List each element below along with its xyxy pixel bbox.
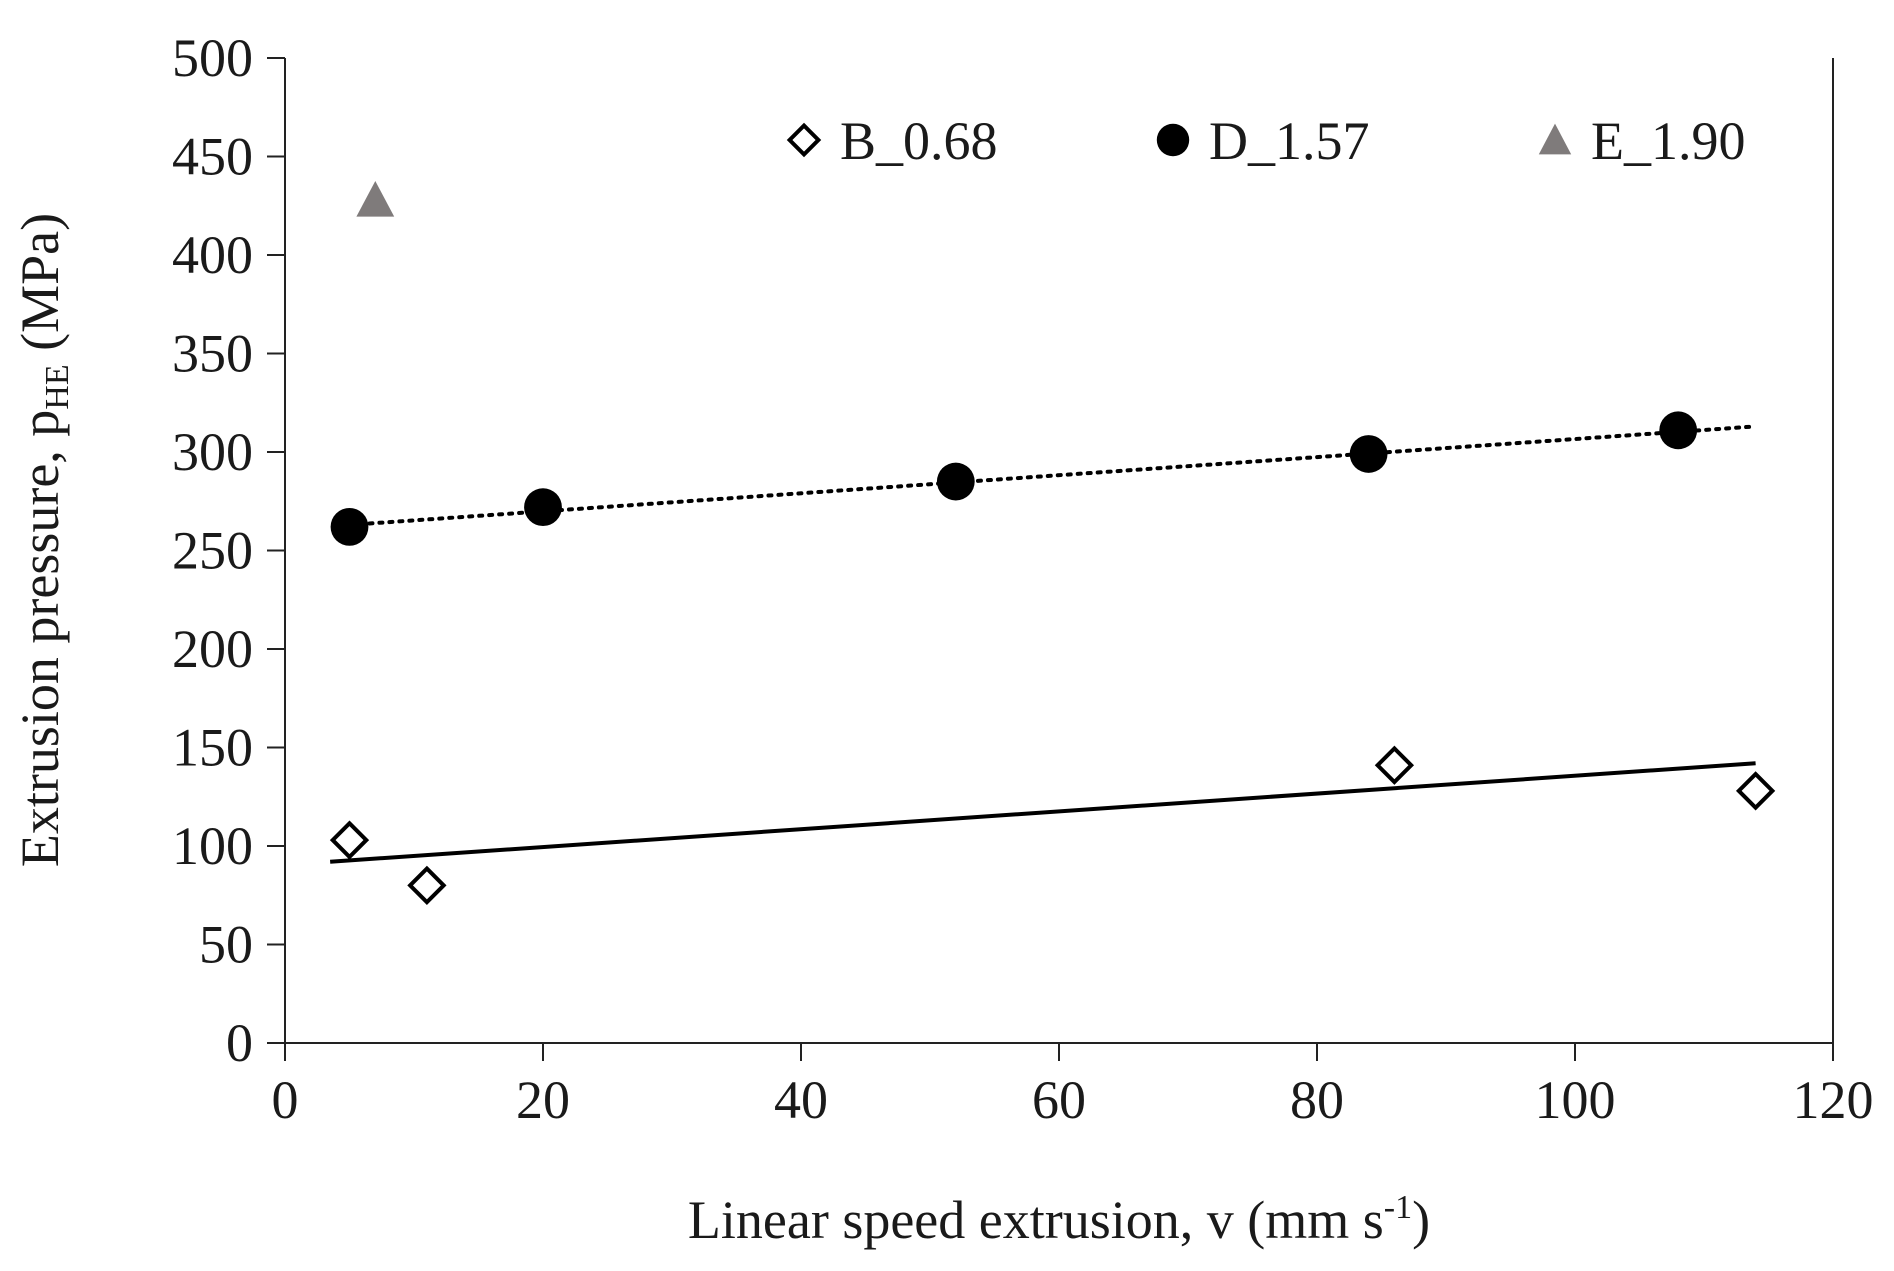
x-tick-label: 60 <box>1032 1070 1086 1130</box>
point-D_1.57 <box>936 462 975 501</box>
y-axis-title-subscript: HE <box>39 364 76 409</box>
x-ticks: 0 20 40 60 80 100 120 <box>272 1043 1874 1130</box>
point-D_1.57 <box>330 507 369 546</box>
y-tick-label: 350 <box>172 324 253 384</box>
trendlines <box>330 424 1758 864</box>
trendline-B_0.68 <box>330 761 1756 864</box>
point-B_0.68 <box>1374 745 1415 785</box>
y-tick-label: 450 <box>172 127 253 187</box>
data-points <box>329 181 1776 906</box>
y-axis-title: Extrusion pressure, pHE (MPa) <box>10 213 76 867</box>
point-B_0.68 <box>1735 771 1776 811</box>
y-ticks: 0 50 100 150 200 250 300 350 400 450 500 <box>172 28 285 1073</box>
x-axis-title-main: Linear speed extrusion, v (mm s <box>688 1190 1384 1250</box>
point-B_0.68 <box>329 820 370 860</box>
x-axis-title: Linear speed extrusion, v (mm s-1) <box>688 1189 1430 1250</box>
point-D_1.57 <box>1349 435 1388 473</box>
y-tick-label: 0 <box>226 1013 253 1073</box>
legend-label-D_1.57: D_1.57 <box>1209 111 1370 171</box>
x-tick-label: 0 <box>272 1070 299 1130</box>
x-axis-title-superscript: -1 <box>1384 1189 1412 1226</box>
x-tick-label: 100 <box>1535 1070 1616 1130</box>
x-axis-title-close: ) <box>1412 1190 1430 1250</box>
y-tick-label: 100 <box>172 816 253 876</box>
y-tick-label: 300 <box>172 422 253 482</box>
legend-label-B_0.68: B_0.68 <box>840 111 998 171</box>
x-tick-label: 40 <box>774 1070 828 1130</box>
axes <box>284 58 1834 1044</box>
y-tick-label: 200 <box>172 619 253 679</box>
y-axis-title-unit: (MPa) <box>10 213 70 364</box>
legend-marker-D_1.57 <box>1156 123 1190 157</box>
point-D_1.57 <box>524 488 562 527</box>
y-axis-title-main: Extrusion pressure, p <box>10 410 70 867</box>
legend-label-E_1.90: E_1.90 <box>1591 111 1746 171</box>
point-D_1.57 <box>1659 411 1698 450</box>
trendline-D_1.57 <box>347 424 1758 527</box>
y-tick-label: 150 <box>172 718 253 778</box>
point-B_0.68 <box>407 865 447 906</box>
y-tick-label: 50 <box>199 915 253 975</box>
legend-marker-B_0.68 <box>786 122 822 158</box>
y-tick-label: 250 <box>172 521 253 581</box>
x-tick-label: 20 <box>516 1070 570 1130</box>
legend-marker-E_1.90 <box>1538 123 1572 155</box>
legend: B_0.68 D_1.57 E_1.90 <box>786 111 1746 171</box>
y-tick-label: 400 <box>172 225 253 285</box>
x-tick-label: 120 <box>1793 1070 1874 1130</box>
point-E_1.90 <box>356 181 395 217</box>
y-tick-label: 500 <box>172 28 253 88</box>
x-tick-label: 80 <box>1290 1070 1344 1130</box>
